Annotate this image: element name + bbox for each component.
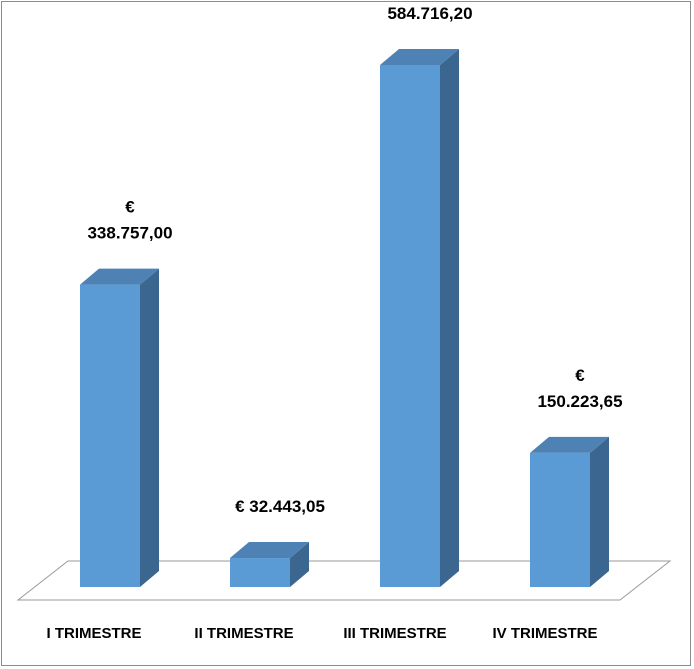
bar-side: [290, 542, 309, 587]
bar-side: [590, 436, 609, 587]
bar-front: [80, 284, 140, 587]
bar-front: [230, 558, 290, 587]
bar-top: [530, 436, 609, 453]
data-label-line: € 32.443,05: [235, 497, 325, 516]
bar-front: [530, 452, 590, 587]
category-label: IV TRIMESTRE: [492, 625, 597, 642]
data-label: € 32.443,05: [235, 497, 325, 516]
bar-side: [140, 268, 159, 587]
bar-top: [80, 268, 159, 285]
bar: [530, 436, 609, 587]
category-label: III TRIMESTRE: [343, 625, 446, 642]
data-label: €584.716,20: [387, 0, 472, 23]
category-axis: I TRIMESTRE II TRIMESTRE III TRIMESTRE IV T…: [46, 625, 597, 642]
bar-top: [380, 49, 459, 65]
bar-front: [380, 65, 440, 587]
bar: [380, 49, 459, 587]
bar-top: [230, 542, 309, 559]
data-label: €338.757,00: [87, 198, 172, 243]
data-label-line: 150.223,65: [537, 392, 622, 411]
bars-layer: [80, 49, 609, 587]
category-label: II TRIMESTRE: [194, 625, 293, 642]
data-label-line: €: [125, 198, 135, 217]
bar: [80, 268, 159, 587]
bar: [230, 542, 309, 587]
data-label: €150.223,65: [537, 366, 622, 411]
data-label-line: €: [575, 366, 585, 385]
bar-side: [440, 49, 459, 587]
data-label-line: 584.716,20: [387, 4, 472, 23]
data-label-line: 338.757,00: [87, 224, 172, 243]
category-label: I TRIMESTRE: [46, 625, 141, 642]
labels-layer: €338.757,00 € 32.443,05 €584.716,20 €150.22…: [87, 0, 622, 516]
chart-floor: [16, 560, 672, 601]
